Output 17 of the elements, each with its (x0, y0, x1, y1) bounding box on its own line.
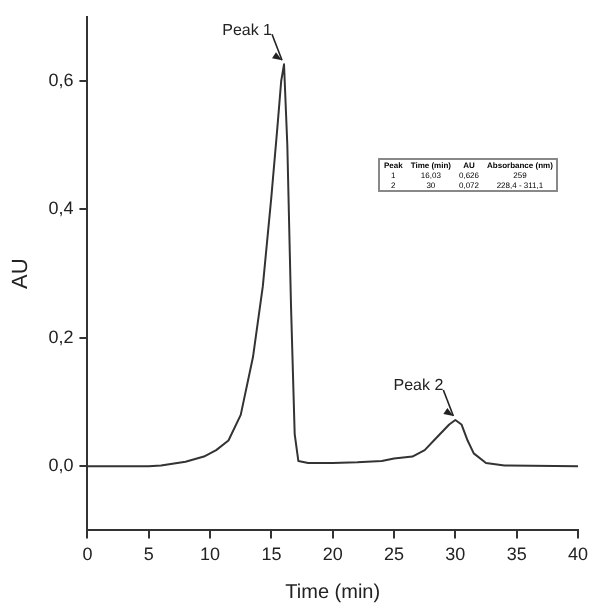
x-tick-label: 15 (261, 544, 282, 565)
annotation: Peak 2 (393, 376, 445, 395)
y-tick-label: 0,4 (48, 198, 74, 219)
y-tick-label: 0,6 (48, 69, 74, 90)
x-tick-label: 5 (143, 544, 154, 565)
y-tick-label: 0,0 (48, 455, 74, 476)
x-tick-label: 0 (82, 544, 93, 565)
x-tick-label: 40 (567, 544, 588, 565)
annotation: Peak 1 (222, 20, 274, 39)
x-tick-label: 25 (384, 544, 405, 565)
x-axis-title: Time (min) (285, 581, 381, 604)
x-tick-label: 20 (322, 544, 343, 565)
x-tick-label: 30 (445, 544, 466, 565)
y-tick-label: 0,2 (48, 326, 74, 347)
x-tick-label: 10 (200, 544, 221, 565)
y-axis-title: AU (9, 258, 34, 289)
x-tick-label: 35 (506, 544, 527, 565)
